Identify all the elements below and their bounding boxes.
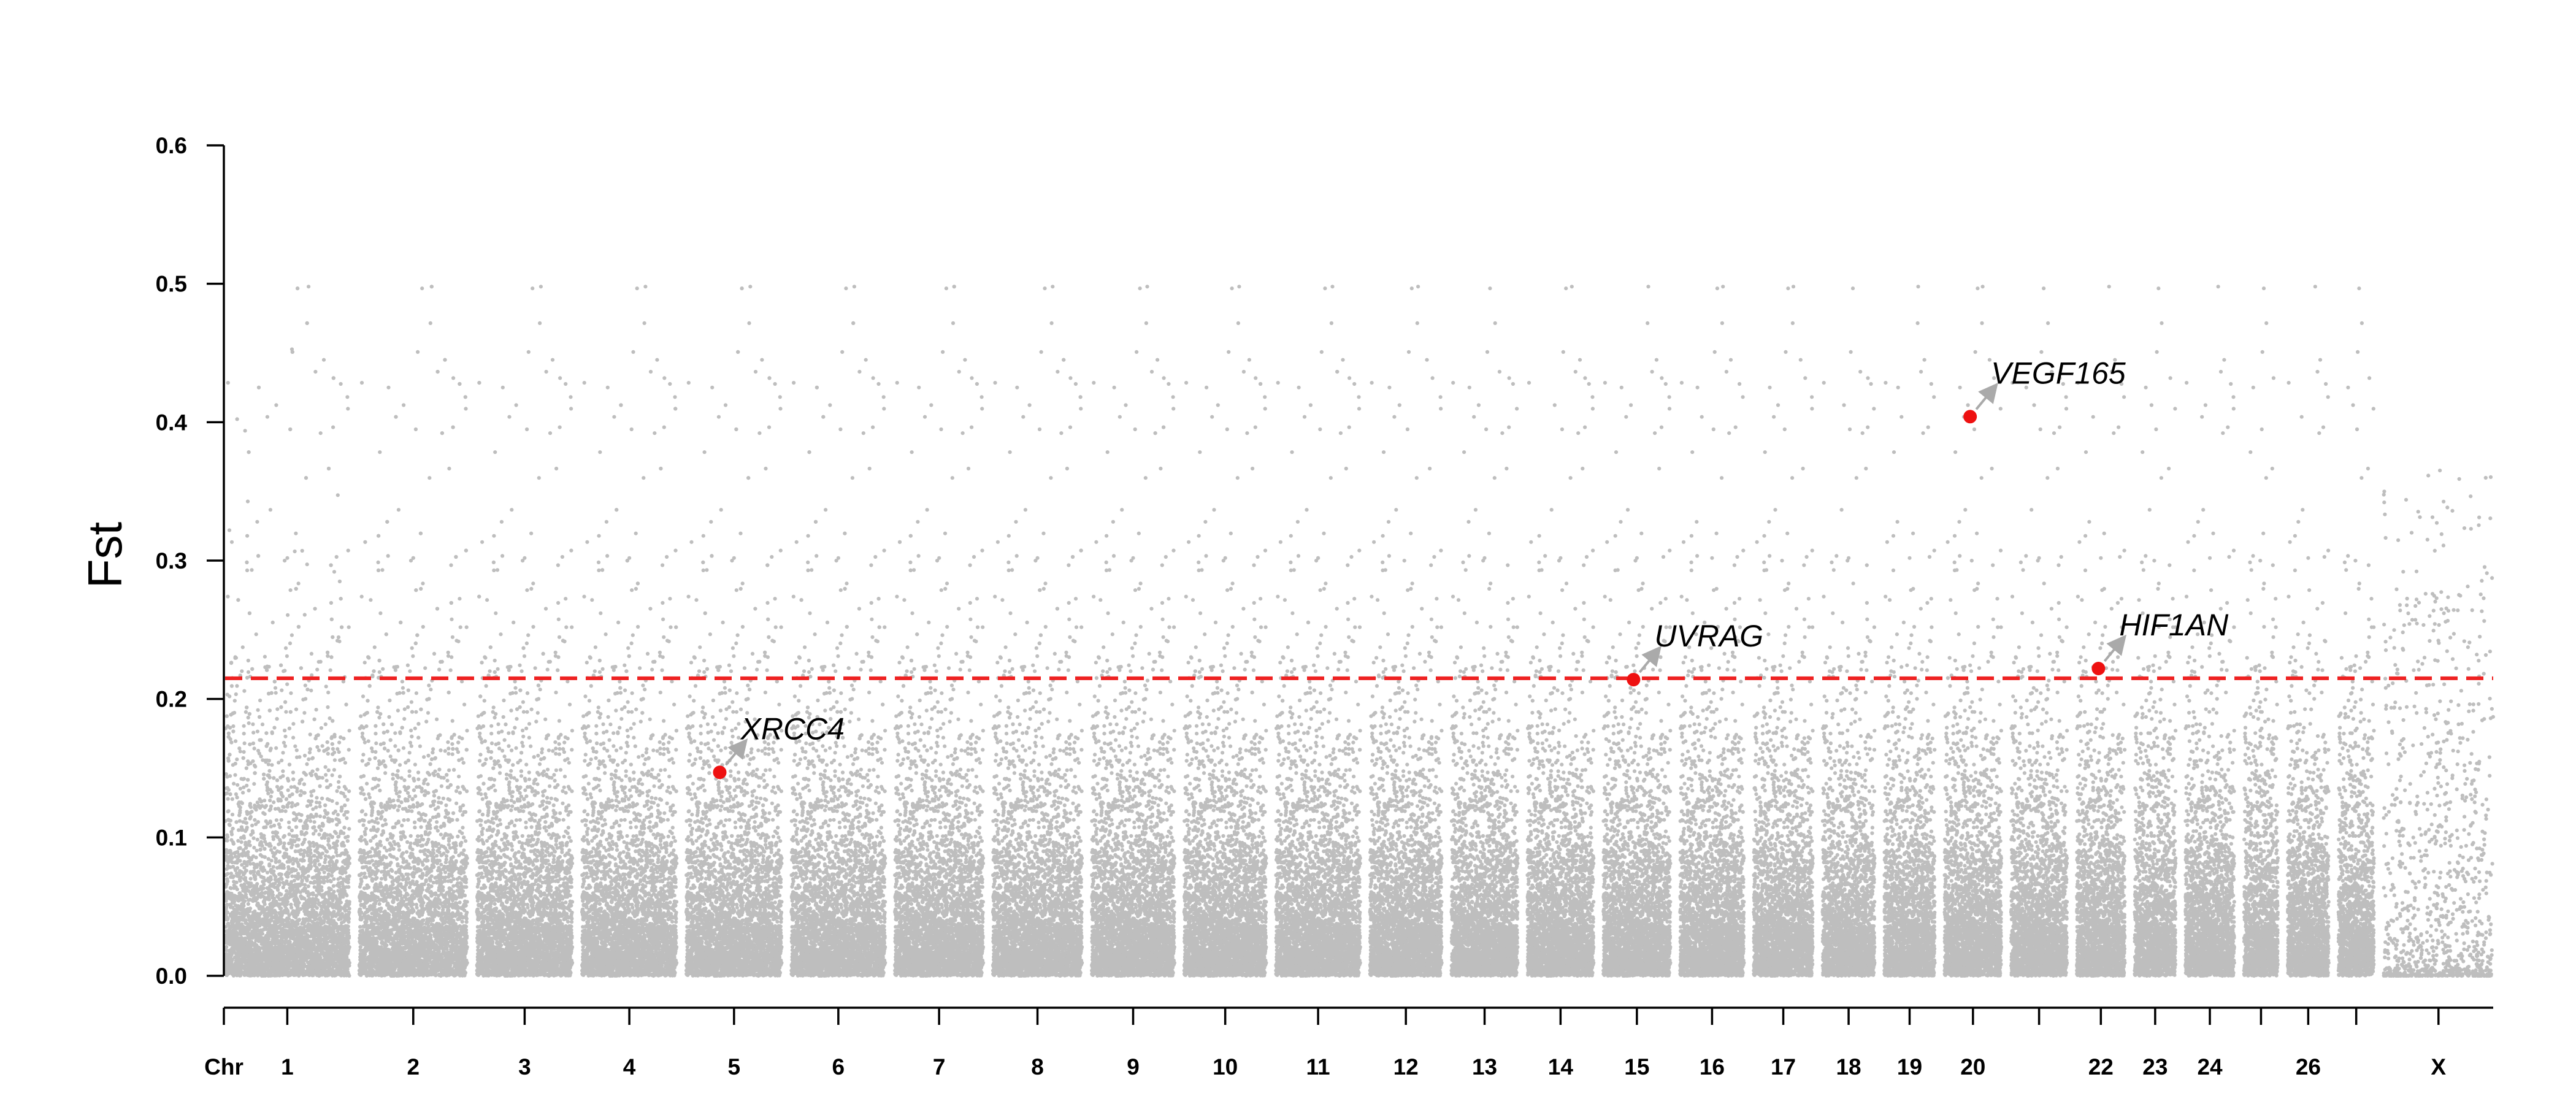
chromosome-points-1 xyxy=(223,285,351,978)
data-point xyxy=(333,758,337,762)
data-point xyxy=(303,613,307,616)
data-point xyxy=(345,816,348,820)
data-point xyxy=(228,528,231,532)
data-point xyxy=(293,550,297,553)
data-point xyxy=(324,723,328,726)
data-point xyxy=(326,705,329,709)
data-point xyxy=(328,716,332,720)
data-point xyxy=(309,689,313,692)
data-point xyxy=(338,580,342,583)
data-point xyxy=(236,783,239,787)
data-point xyxy=(230,684,234,688)
data-point xyxy=(309,732,312,736)
data-point xyxy=(337,635,340,639)
data-point xyxy=(261,811,265,815)
data-point xyxy=(309,819,312,823)
data-point xyxy=(256,708,260,712)
data-point xyxy=(324,765,328,769)
data-point xyxy=(236,417,239,421)
data-point xyxy=(321,744,324,748)
data-point xyxy=(240,840,243,844)
data-point xyxy=(331,773,334,777)
data-point xyxy=(312,832,315,835)
data-point xyxy=(301,549,304,553)
data-point xyxy=(295,748,299,752)
data-point xyxy=(315,708,318,711)
data-point xyxy=(337,780,340,784)
data-point xyxy=(243,429,247,432)
data-point xyxy=(343,795,347,799)
data-point xyxy=(315,745,319,749)
data-point xyxy=(320,726,323,730)
data-point xyxy=(277,822,281,826)
data-point xyxy=(252,782,256,786)
data-point xyxy=(318,815,322,818)
data-point xyxy=(247,721,251,725)
data-point xyxy=(347,827,351,830)
data-point xyxy=(231,729,235,733)
data-point xyxy=(333,830,337,834)
data-point xyxy=(336,493,340,497)
data-point xyxy=(332,570,336,573)
data-point xyxy=(246,500,250,504)
data-point xyxy=(234,692,238,696)
data-point xyxy=(336,813,340,816)
data-point xyxy=(288,832,291,836)
data-point xyxy=(232,880,236,883)
data-point xyxy=(318,805,322,808)
data-point xyxy=(346,798,350,802)
data-point xyxy=(226,797,230,801)
data-point xyxy=(263,655,267,659)
data-point xyxy=(335,823,339,827)
data-point xyxy=(286,613,289,617)
data-point xyxy=(241,791,245,794)
data-point xyxy=(273,846,277,850)
data-point xyxy=(242,689,246,693)
data-point xyxy=(305,562,309,566)
data-point xyxy=(233,773,237,777)
data-point xyxy=(290,829,294,832)
data-point xyxy=(285,683,289,686)
data-point xyxy=(252,837,256,840)
data-point xyxy=(324,684,328,688)
